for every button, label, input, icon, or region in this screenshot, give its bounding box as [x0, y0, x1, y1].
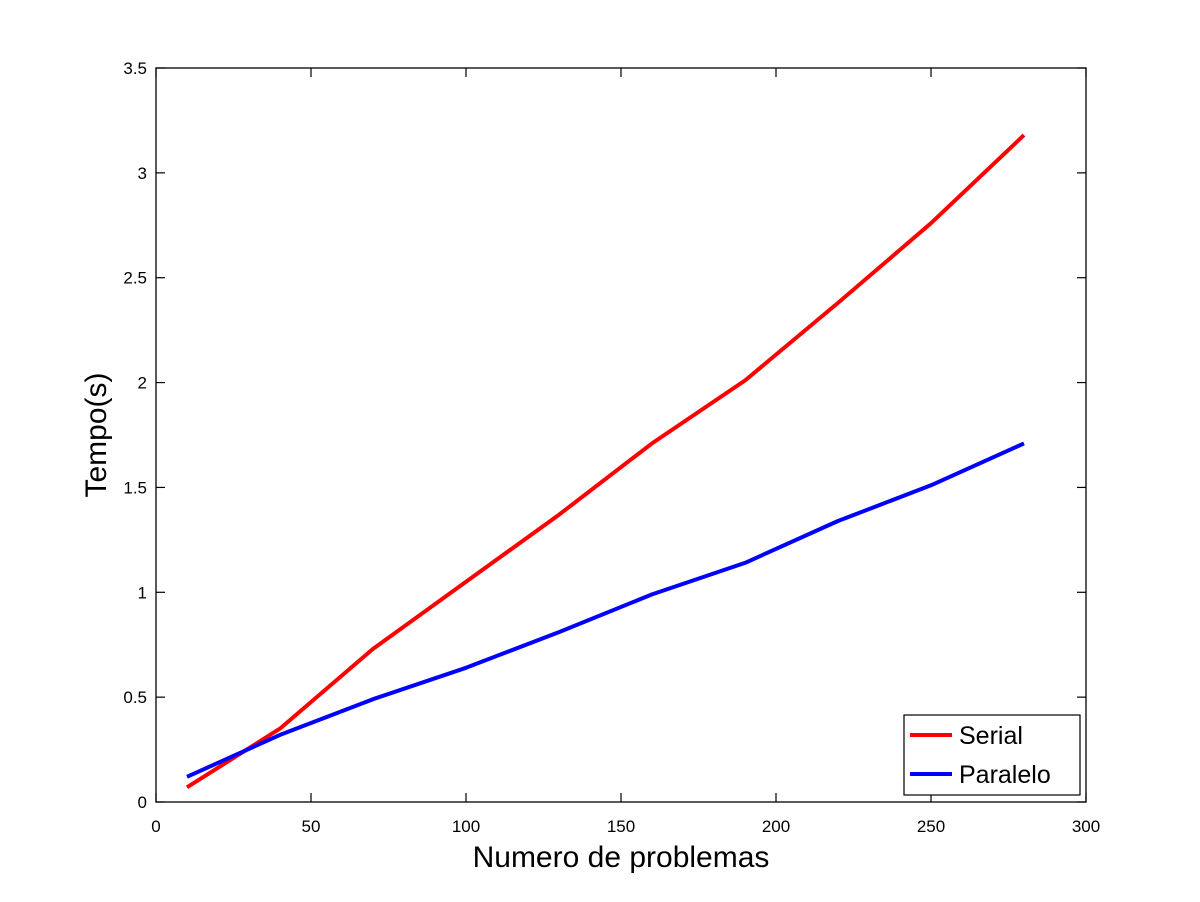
x-axis-title: Numero de problemas — [473, 841, 770, 874]
x-tick-label: 200 — [762, 817, 790, 836]
y-tick-label: 3.5 — [123, 59, 147, 78]
legend-box — [903, 714, 1081, 796]
series-line-serial — [185, 133, 1026, 789]
tick-labels: 0 50 100 150 200 250 300 0 0.5 1 1.5 2 2.5 3 3.5 — [123, 59, 1100, 836]
y-tick-label: 3 — [138, 164, 147, 183]
y-tick-label: 0.5 — [123, 688, 147, 707]
x-tick-label: 150 — [607, 817, 635, 836]
legend-label-paralelo: Paralelo — [959, 761, 1051, 789]
plot-lines — [185, 133, 1026, 789]
legend: Serial Paralelo — [903, 714, 1081, 796]
x-tick-label: 50 — [302, 817, 321, 836]
x-tick-label: 0 — [151, 817, 160, 836]
y-tick-label: 2 — [138, 374, 147, 393]
y-tick-label: 1.5 — [123, 478, 147, 497]
y-tick-label: 1 — [138, 583, 147, 602]
legend-label-serial: Serial — [959, 722, 1023, 750]
plot-frame — [155, 67, 1087, 803]
x-tick-label: 250 — [917, 817, 945, 836]
y-tick-label: 0 — [138, 793, 147, 812]
x-tick-label: 300 — [1072, 817, 1100, 836]
y-axis-title: Tempo(s) — [80, 372, 113, 497]
x-tick-label: 100 — [452, 817, 480, 836]
series-line-paralelo — [186, 441, 1025, 779]
y-tick-label: 2.5 — [123, 269, 147, 288]
